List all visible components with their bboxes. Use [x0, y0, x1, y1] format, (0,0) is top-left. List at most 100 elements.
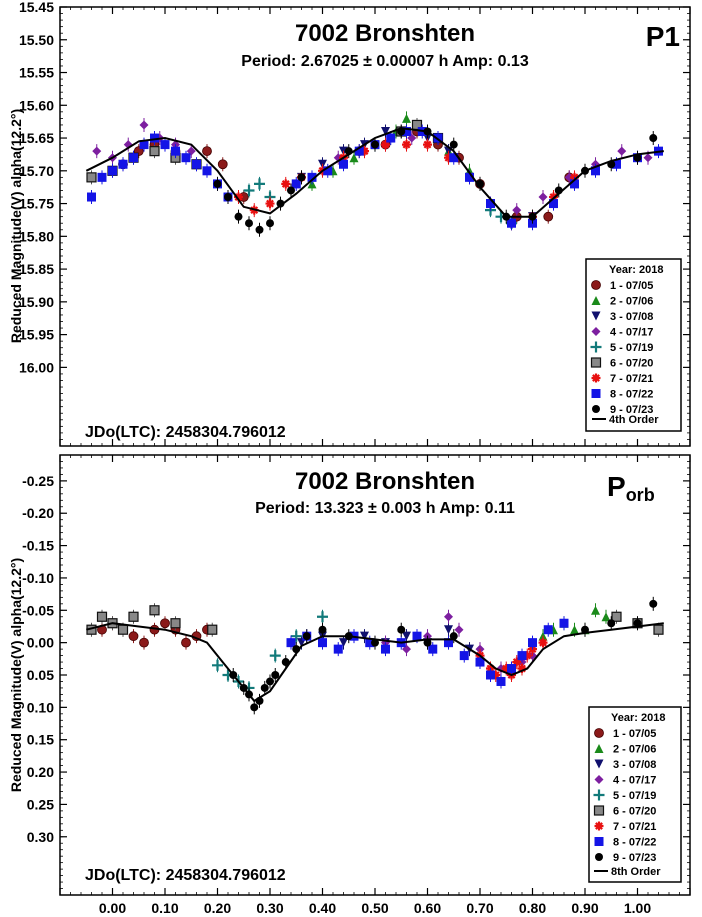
x-tick-label: 1.00 — [624, 900, 651, 916]
data-point — [286, 638, 296, 648]
legend-marker — [590, 357, 602, 368]
data-point — [276, 199, 285, 208]
data-point — [266, 677, 274, 686]
x-tick-label: 0.70 — [466, 900, 493, 916]
data-point — [271, 671, 280, 679]
data-point — [507, 664, 516, 674]
y-tick-label: 16.00 — [19, 359, 54, 375]
data-point — [266, 219, 274, 228]
data-point — [371, 140, 379, 149]
data-point — [339, 159, 348, 169]
data-point — [449, 140, 458, 149]
legend-marker — [594, 728, 604, 738]
x-tick-label: 0.90 — [571, 900, 598, 916]
data-point — [653, 624, 664, 635]
data-point — [291, 179, 301, 189]
data-marks — [85, 111, 664, 237]
data-point — [287, 186, 295, 195]
data-point — [202, 166, 212, 176]
data-point — [265, 199, 275, 209]
data-point — [333, 644, 343, 654]
y-tick-label: 0.25 — [27, 796, 54, 812]
x-tick-label: 0.30 — [256, 900, 283, 916]
data-point — [570, 625, 579, 635]
data-point — [538, 638, 548, 648]
data-point — [86, 172, 97, 183]
data-point — [486, 199, 495, 209]
data-point — [170, 618, 181, 629]
data-marks — [86, 596, 664, 715]
data-point — [402, 113, 411, 123]
y-tick-label: 0.10 — [27, 699, 54, 715]
plot-frame — [59, 454, 691, 896]
legend-title: Year: 2018 — [609, 264, 663, 276]
legend-marker — [594, 775, 604, 784]
data-point — [543, 211, 554, 222]
data-point — [128, 611, 139, 622]
data-point — [317, 611, 328, 623]
data-point — [643, 153, 653, 163]
data-point — [402, 126, 411, 136]
y-tick-label: 15.95 — [19, 327, 54, 343]
tick-group: 15.45 15.50 15.55 15.60 15.65 15.70 15.75 15.80… — [19, 0, 691, 446]
data-point — [433, 133, 443, 143]
data-point — [254, 178, 265, 190]
data-point — [633, 619, 642, 628]
legend-marker — [591, 389, 601, 398]
data-point — [611, 611, 622, 622]
data-point — [302, 632, 311, 641]
data-point — [381, 644, 390, 654]
legend-entry-label: 9 - 07/23 — [610, 404, 653, 416]
legend-entry-label: 6 - 07/20 — [610, 358, 653, 370]
data-point — [607, 619, 616, 628]
data-point — [381, 126, 390, 136]
data-point — [444, 612, 453, 622]
legend-entry-label: 7 - 07/21 — [610, 373, 653, 385]
data-point — [381, 140, 390, 150]
data-point — [255, 225, 264, 234]
data-point — [217, 159, 228, 170]
data-point — [307, 172, 317, 182]
legend-items: 1 - 07/05 2 - 07/06 3 - 07/08 4 - 07/17 5 - … — [593, 728, 656, 864]
data-point — [224, 193, 232, 202]
data-point — [449, 153, 459, 163]
data-point — [245, 219, 253, 228]
data-point — [507, 218, 516, 228]
y-tick-label: 15.65 — [19, 130, 54, 146]
data-point — [318, 638, 327, 648]
legend-marker — [591, 280, 601, 290]
data-point — [323, 166, 333, 176]
data-point — [354, 146, 364, 156]
legend-entry-label: 6 - 07/20 — [613, 806, 656, 818]
y-tick-label: -0.15 — [22, 538, 54, 554]
legend-marker — [592, 405, 600, 413]
series-9 — [213, 124, 658, 237]
data-point — [512, 205, 522, 215]
chart-subtitle: Period: 2.67025 ± 0.00007 h Amp: 0.13 — [241, 53, 529, 70]
data-point — [591, 605, 600, 615]
legend-entry-label: 5 - 07/19 — [613, 790, 656, 802]
data-point — [522, 651, 532, 661]
legend-box — [585, 258, 682, 432]
data-point — [87, 192, 96, 202]
data-point — [250, 703, 259, 712]
data-point — [444, 625, 453, 635]
data-point — [202, 146, 212, 157]
chart-subtitle: Period: 13.323 ± 0.003 h Amp: 0.11 — [255, 500, 515, 517]
data-point — [491, 670, 501, 680]
data-point — [397, 625, 406, 634]
data-point — [512, 657, 522, 667]
data-point — [160, 618, 170, 629]
y-tick-label: 15.50 — [19, 32, 54, 48]
fit-curve — [86, 622, 664, 703]
legend-entry-label: 8 - 07/22 — [610, 389, 653, 401]
data-point — [108, 166, 117, 176]
y-tick-label: 0.05 — [27, 667, 54, 683]
data-point — [139, 140, 149, 150]
panel-label-main: P — [607, 471, 626, 502]
data-point — [386, 133, 396, 143]
y-axis-label: Reduced Magnitude(V) alpha(12.2°) — [8, 558, 24, 792]
panel-label: Porb — [607, 471, 655, 505]
data-point — [428, 644, 438, 654]
